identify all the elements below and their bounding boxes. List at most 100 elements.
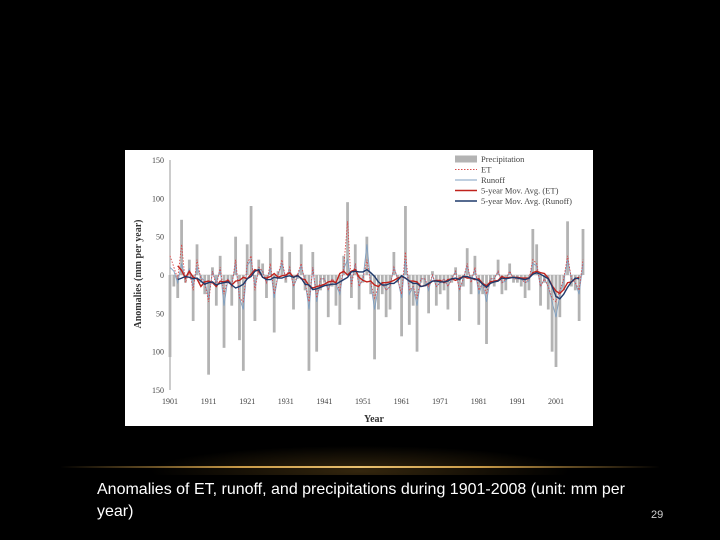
precipitation-bar (234, 236, 238, 275)
precipitation-bar (276, 271, 280, 275)
precipitation-bar (473, 255, 477, 275)
precipitation-bar (469, 275, 473, 295)
precipitation-bar (446, 275, 450, 310)
precipitation-bar (407, 275, 411, 325)
precipitation-bar (187, 259, 191, 275)
precipitation-bar (539, 275, 542, 306)
precipitation-bar (334, 275, 338, 306)
precipitation-bar (353, 244, 357, 275)
precipitation-bar (438, 275, 442, 295)
precipitation-bar (272, 275, 276, 333)
precipitation-bars (168, 202, 585, 375)
precipitation-bar (531, 229, 535, 275)
precipitation-bar (249, 206, 253, 275)
precipitation-bar (577, 275, 581, 321)
precipitation-bar (415, 275, 419, 352)
slide-caption: Anomalies of ET, runoff, and precipitati… (97, 481, 625, 520)
x-tick-label: 1971 (432, 397, 448, 406)
precipitation-bar (191, 275, 195, 321)
precipitation-bar (288, 252, 292, 275)
precipitation-bar (550, 275, 554, 352)
precipitation-bar (241, 275, 245, 371)
precipitation-bar (458, 275, 461, 321)
precipitation-bar (357, 275, 361, 310)
legend-label: ET (481, 165, 492, 175)
precipitation-bar (214, 275, 218, 306)
precipitation-bar (315, 275, 319, 352)
precipitation-bar (384, 275, 388, 318)
x-tick-label: 1911 (201, 397, 217, 406)
y-tick-label: 50 (156, 309, 164, 318)
precipitation-bar (176, 275, 180, 298)
precipitation-bar (465, 248, 469, 275)
precipitation-bar (319, 275, 322, 291)
precipitation-bar (400, 275, 403, 337)
precipitation-bar (485, 275, 488, 344)
x-tick-label: 1961 (394, 397, 410, 406)
precipitation-bar (373, 275, 376, 360)
y-tick-label: 50 (156, 233, 164, 242)
chart-figure: 150 100 50 0 50 100 150 1901 1911 1921 1931 1941 195… (125, 150, 593, 426)
anomalies-chart: 150 100 50 0 50 100 150 1901 1911 1921 1931 1941 195… (133, 154, 585, 425)
precipitation-bar (261, 263, 265, 275)
x-tick-label: 1951 (355, 397, 371, 406)
et-line (169, 221, 584, 303)
precipitation-bar (546, 275, 550, 310)
precipitation-bar (326, 275, 330, 318)
series-lines (169, 221, 584, 318)
y-axis-label: Anomalies (mm per year) (133, 220, 144, 329)
legend-label: Runoff (481, 175, 505, 185)
precipitation-bar (535, 244, 539, 275)
precipitation-bar (292, 275, 295, 310)
legend-swatch (455, 155, 477, 163)
precipitation-bar (299, 244, 303, 275)
precipitation-bar (423, 275, 427, 287)
precipitation-bar (461, 275, 465, 287)
precipitation-bar (496, 259, 500, 275)
precipitation-bar (222, 275, 226, 348)
y-tick-label: 100 (152, 348, 164, 357)
precipitation-bar (392, 252, 396, 275)
y-tick-label: 0 (160, 271, 164, 280)
precipitation-bar (230, 275, 234, 306)
precipitation-bar (570, 275, 573, 287)
precipitation-bar (504, 275, 508, 291)
precipitation-bar (253, 275, 257, 321)
precipitation-bar (566, 221, 569, 275)
precipitation-bar (519, 275, 523, 287)
y-tick-label: 100 (152, 194, 164, 203)
precipitation-bar (500, 275, 504, 295)
precipitation-bar (238, 275, 241, 341)
precipitation-bar (172, 275, 176, 287)
legend-label: Precipitation (481, 154, 525, 164)
x-tick-label: 1901 (162, 397, 178, 406)
x-tick-label: 1991 (509, 397, 525, 406)
precipitation-bar (427, 275, 430, 314)
precipitation-bar (346, 202, 349, 275)
slide-number: 29 (651, 509, 664, 521)
precipitation-bar (199, 275, 203, 283)
precipitation-bar (477, 275, 481, 325)
precipitation-bar (404, 206, 407, 275)
precipitation-bar (554, 275, 558, 367)
precipitation-bar (365, 236, 369, 275)
precipitation-bar (431, 271, 434, 275)
x-tick-label: 2001 (548, 397, 564, 406)
precipitation-bar (523, 275, 527, 298)
x-tick-label: 1941 (316, 397, 332, 406)
precipitation-bar (207, 275, 210, 375)
precipitation-bar (434, 275, 438, 306)
precipitation-bar (388, 275, 392, 310)
title-divider-line (60, 466, 660, 468)
x-tick-label: 1921 (239, 397, 255, 406)
precipitation-bar (311, 252, 315, 275)
precipitation-bar (527, 275, 531, 291)
x-tick-label: 1931 (278, 397, 294, 406)
precipitation-bar (581, 229, 585, 275)
precipitation-bar (411, 275, 415, 306)
x-axis-label: Year (364, 414, 385, 425)
precipitation-bar (377, 275, 380, 310)
precipitation-bar (338, 275, 342, 325)
runoff-moving-average-line (177, 268, 580, 300)
x-tick-label: 1981 (471, 397, 487, 406)
